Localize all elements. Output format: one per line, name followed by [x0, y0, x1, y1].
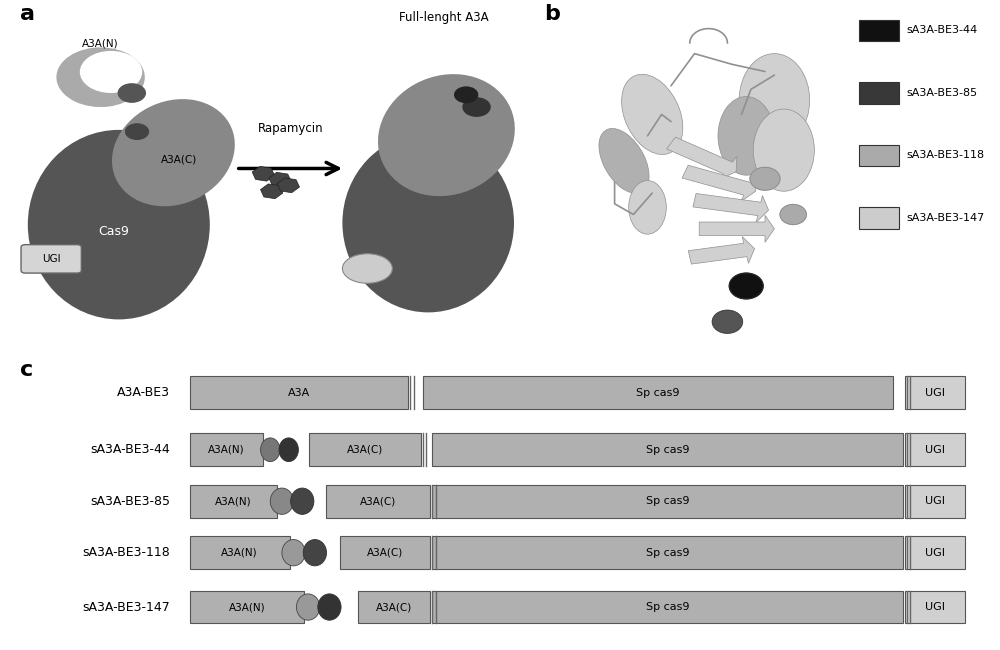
Bar	[432, 591, 903, 623]
Ellipse shape	[270, 488, 294, 514]
Text: UGI: UGI	[925, 548, 945, 558]
Bar	[859, 83, 899, 103]
Text: A3A: A3A	[288, 387, 310, 398]
Circle shape	[712, 310, 742, 333]
Ellipse shape	[282, 540, 305, 566]
Bar	[859, 207, 899, 229]
Bar	[190, 591, 304, 623]
FancyArrow shape	[682, 165, 756, 202]
Text: b: b	[544, 4, 560, 23]
Ellipse shape	[342, 133, 514, 313]
Bar	[432, 485, 903, 517]
Bar	[190, 485, 277, 517]
Text: sA3A-BE3-118: sA3A-BE3-118	[906, 150, 984, 160]
Text: A3A(C): A3A(C)	[160, 155, 197, 164]
Text: A3A(C): A3A(C)	[360, 496, 396, 506]
Ellipse shape	[718, 96, 774, 176]
Bar	[190, 434, 262, 466]
Bar	[423, 376, 893, 409]
Text: sA3A-BE3-85: sA3A-BE3-85	[90, 495, 170, 508]
Text: A3A(N): A3A(N)	[215, 496, 252, 506]
Text: a: a	[20, 3, 35, 23]
Text: Sp cas9: Sp cas9	[646, 548, 689, 558]
Circle shape	[780, 205, 806, 224]
Text: A3A(C): A3A(C)	[376, 602, 412, 612]
Circle shape	[455, 87, 478, 103]
Text: Full-lenght A3A: Full-lenght A3A	[399, 10, 489, 23]
Bar	[905, 591, 965, 623]
FancyArrow shape	[688, 237, 755, 264]
Bar	[905, 536, 965, 569]
Bar	[432, 434, 903, 466]
Bar	[905, 485, 965, 517]
Text: sA3A-BE3-44: sA3A-BE3-44	[91, 443, 170, 456]
Ellipse shape	[303, 540, 327, 566]
Text: sA3A-BE3-118: sA3A-BE3-118	[83, 546, 170, 559]
Bar	[432, 536, 903, 569]
Text: UGI: UGI	[925, 602, 945, 612]
Ellipse shape	[279, 438, 298, 462]
Ellipse shape	[342, 254, 392, 283]
Bar	[190, 376, 408, 409]
FancyArrow shape	[699, 215, 774, 242]
Ellipse shape	[622, 74, 683, 155]
Text: A3A-BE3: A3A-BE3	[117, 386, 170, 399]
Circle shape	[729, 273, 763, 299]
Text: Sp cas9: Sp cas9	[636, 387, 680, 398]
FancyBboxPatch shape	[21, 244, 81, 273]
Text: Sp cas9: Sp cas9	[646, 445, 689, 455]
Ellipse shape	[599, 129, 649, 193]
Text: A3A(N): A3A(N)	[229, 602, 265, 612]
Bar	[340, 536, 430, 569]
Text: sA3A-BE3-147: sA3A-BE3-147	[906, 213, 984, 223]
Text: UGI: UGI	[925, 387, 945, 398]
Ellipse shape	[753, 109, 814, 191]
Text: A3A(N): A3A(N)	[221, 548, 258, 558]
Bar	[190, 536, 290, 569]
Ellipse shape	[112, 99, 235, 206]
Text: A3A(N): A3A(N)	[82, 39, 119, 49]
Bar	[326, 485, 430, 517]
Text: Rapamycin: Rapamycin	[258, 122, 323, 135]
Text: sA3A-BE3-85: sA3A-BE3-85	[906, 88, 977, 97]
Ellipse shape	[296, 594, 320, 620]
Bar	[859, 20, 899, 41]
Text: Sp cas9: Sp cas9	[646, 496, 689, 506]
Ellipse shape	[261, 438, 280, 462]
Ellipse shape	[318, 594, 341, 620]
Text: A3A(C): A3A(C)	[367, 548, 403, 558]
Text: c: c	[20, 360, 33, 380]
Circle shape	[118, 84, 145, 102]
Ellipse shape	[629, 181, 666, 234]
Circle shape	[126, 124, 148, 139]
FancyArrow shape	[693, 194, 769, 222]
Circle shape	[750, 167, 780, 190]
Circle shape	[463, 98, 490, 116]
Bar	[358, 591, 430, 623]
Bar	[905, 376, 965, 409]
Ellipse shape	[378, 74, 515, 196]
Text: UGI: UGI	[925, 496, 945, 506]
Ellipse shape	[28, 130, 210, 319]
Text: Cas9: Cas9	[98, 225, 129, 238]
Ellipse shape	[56, 47, 145, 107]
Bar	[859, 145, 899, 166]
Ellipse shape	[739, 54, 810, 147]
FancyArrow shape	[667, 137, 737, 180]
Text: UGI: UGI	[925, 445, 945, 455]
Ellipse shape	[80, 51, 142, 93]
Text: A3A(C): A3A(C)	[347, 445, 383, 455]
Text: Sp cas9: Sp cas9	[646, 602, 689, 612]
Text: sA3A-BE3-147: sA3A-BE3-147	[83, 601, 170, 614]
Ellipse shape	[291, 488, 314, 514]
Text: UGI: UGI	[42, 254, 61, 264]
Bar	[905, 434, 965, 466]
Bar	[309, 434, 421, 466]
Text: A3A(N): A3A(N)	[208, 445, 244, 455]
Text: sA3A-BE3-44: sA3A-BE3-44	[906, 25, 977, 35]
